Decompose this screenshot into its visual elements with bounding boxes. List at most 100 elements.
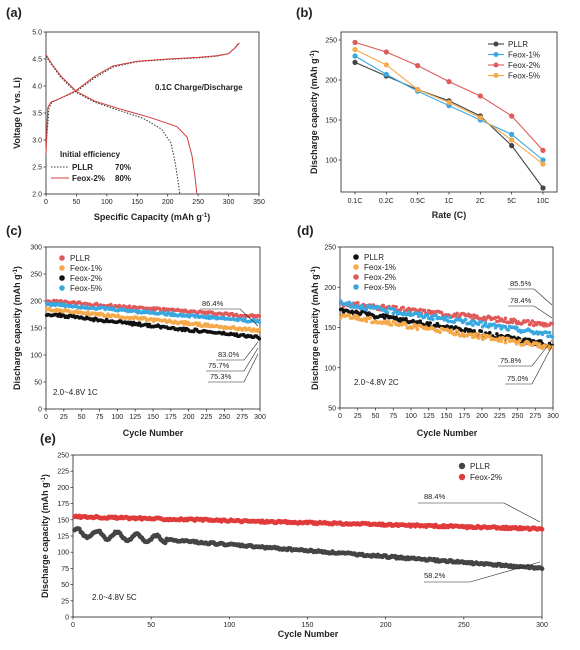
panel-c-data-point: [86, 310, 90, 314]
panel-a-charge-curve-1: [45, 42, 240, 154]
panel-c-annot-line-4: [208, 353, 259, 383]
panel-a-discharge-curve-0: [45, 56, 181, 195]
panel-c-data-point: [257, 320, 262, 324]
panel-d-data-point: [340, 307, 344, 311]
panel-a-xtick-label: 150: [131, 199, 143, 206]
panel-d-xtick-label: 0: [338, 413, 342, 420]
panel-b-xtick-label: 2C: [476, 198, 485, 205]
panel-d-data-point: [381, 313, 386, 317]
panel-c-legend-marker: [59, 265, 65, 271]
panel-b-data-point: [352, 39, 358, 46]
panel-d-data-point: [446, 319, 451, 324]
panel-d-data-point: [547, 330, 552, 335]
panel-d-data-point: [482, 333, 486, 337]
panel-c-annot-3: 75.7%: [208, 361, 230, 370]
panel-d-data-point: [432, 310, 437, 314]
panel-d-data-point: [480, 337, 485, 342]
panel-d-data-point: [360, 303, 364, 308]
panel-d-data-point: [496, 315, 501, 320]
panel-b-data-point: [383, 49, 389, 55]
panel-e-annot-1: 88.4%: [424, 492, 446, 501]
panel-a-legend-feox2-value: 80%: [115, 174, 131, 183]
panel-d-data-point: [509, 335, 513, 340]
panel-d-ytick-label: 250: [324, 245, 336, 252]
panel-d-xtick-label: 250: [512, 413, 524, 420]
panel-d-data-point: [507, 320, 512, 325]
panel-c-legend-marker: [59, 275, 65, 281]
panel-d-data-point: [550, 335, 555, 339]
panel-a-legend-title: Initial efficiency: [60, 150, 121, 159]
panel-d-series: [338, 299, 555, 351]
panel-c-xtick-label: 200: [183, 414, 195, 421]
panel-b-data-point: [352, 59, 358, 65]
panel-label-a: (a): [6, 5, 22, 20]
panel-d-data-point: [503, 340, 508, 345]
panel-d-data-point: [499, 339, 504, 344]
panel-c-chart: 0 25 50 75 100 125 150 175 200 225 250 275 300 0 50 100…: [12, 245, 266, 439]
panel-d-data-point: [415, 311, 420, 316]
panel-d-data-point: [445, 324, 450, 328]
panel-d-data-point: [472, 329, 477, 333]
panel-d-data-point: [509, 317, 513, 322]
panel-a-discharge-curve-1: [45, 54, 198, 195]
panel-d-annot-4: 75.0%: [507, 374, 529, 383]
panel-b-legend-label: Feox-1%: [508, 51, 540, 60]
panel-b-ytick-label: 150: [325, 118, 337, 125]
panel-d-data-point: [530, 319, 535, 323]
panel-d-annot-line-3: [498, 339, 553, 367]
panel-d-data-point: [502, 336, 506, 341]
panel-a-xtick-label: 100: [101, 199, 113, 206]
panel-c-ytick-label: 250: [30, 272, 42, 279]
panel-label-d: (d): [297, 223, 314, 238]
panel-d-data-point: [364, 307, 369, 312]
panel-d-condition: 2.0~4.8V 2C: [354, 378, 399, 387]
panel-d-data-point: [348, 305, 353, 309]
panel-d-data-point: [411, 318, 415, 323]
panel-e-annot-line-2: [424, 561, 541, 583]
panel-e-data-point: [539, 566, 545, 572]
panel-d-data-point: [356, 315, 360, 319]
panel-d-xtick-label: 25: [354, 413, 362, 420]
panel-b-data-point: [540, 185, 546, 191]
panel-b-xtick-label: 0.2C: [379, 198, 394, 205]
panel-c-ytick-label: 0: [38, 407, 42, 414]
panel-b-data-point: [477, 93, 483, 99]
panel-a-xtick-label: 200: [162, 199, 174, 206]
panel-a-curves: [45, 42, 240, 195]
panel-a-ylabel: Voltage (V vs. Li): [12, 77, 22, 149]
panel-c-annot-4: 75.3%: [210, 372, 232, 381]
panel-d-data-point: [544, 330, 549, 335]
panel-b-data-point: [446, 79, 452, 85]
panel-d-data-point: [493, 315, 498, 320]
panel-c-xlabel: Cycle Number: [123, 428, 184, 438]
panel-e-data-point: [539, 526, 545, 532]
panel-d-annot-line-4: [505, 345, 553, 385]
panel-d-annot-3: 75.8%: [500, 356, 522, 365]
panel-a-ytick-label: 2.5: [32, 165, 42, 172]
panel-e-condition: 2.0~4.8V 5C: [92, 593, 137, 602]
panel-c-legend-label: Feox-5%: [70, 284, 102, 293]
panel-c-ytick-label: 100: [30, 353, 42, 360]
panel-d-data-point: [527, 337, 532, 342]
panel-d-data-point: [473, 334, 478, 339]
panel-b-data-point: [352, 47, 358, 53]
panel-d-data-point: [414, 324, 418, 329]
panel-d-ytick-label: 50: [328, 406, 336, 413]
panel-d-data-point: [498, 323, 502, 328]
panel-a-note: 0.1C Charge/Discharge: [155, 83, 243, 92]
panel-d-data-point: [506, 328, 511, 332]
panel-d-data-point: [411, 325, 415, 330]
panel-d-data-point: [391, 311, 396, 316]
panel-b-ytick-label: 200: [325, 78, 337, 85]
panel-d-data-point: [539, 339, 543, 343]
panel-c-xtick-label: 0: [44, 414, 48, 421]
panel-d-data-point: [427, 323, 431, 328]
panel-a-legend-feox2: Feox-2%: [72, 174, 105, 183]
panel-b-xtick-label: 10C: [537, 198, 550, 205]
panel-d-legend-marker: [353, 274, 359, 280]
panel-d-xtick-label: 175: [458, 413, 470, 420]
panel-a-ytick-label: 5.0: [32, 30, 42, 37]
panel-d-xtick-label: 75: [389, 413, 397, 420]
panel-d-data-point: [385, 310, 390, 315]
